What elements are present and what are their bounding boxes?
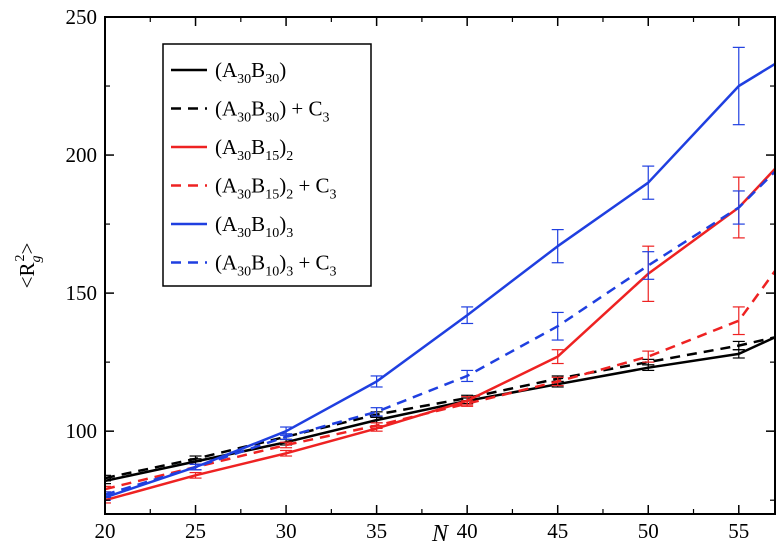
error-bar-s3 — [551, 349, 564, 365]
error-bar-s5 — [732, 46, 745, 126]
x-axis-label: N — [431, 521, 450, 544]
y-axis-label-main: <R — [15, 262, 39, 288]
series-s6 — [105, 170, 775, 499]
error-bar-s2 — [732, 340, 745, 351]
series-line-s4 — [105, 270, 775, 491]
x-tick-label: 30 — [276, 519, 297, 543]
legend: (A30B30) (A30B30) + C3 (A30B15)2 (A30B15)2 … — [162, 43, 372, 287]
error-bar-s6 — [732, 190, 745, 225]
legend-label-s1: (A30B30) — [215, 58, 286, 87]
series-layer — [105, 46, 775, 504]
legend-label-s6: (A30B10)3 + C3 — [215, 251, 337, 280]
error-bar-s3 — [189, 471, 202, 479]
ticks-layer: 20 25 30 35 40 45 50 55 100 150 200 250 — [66, 5, 775, 543]
error-bar-s4 — [461, 400, 474, 407]
y-tick-label: 150 — [66, 281, 98, 305]
series-s5 — [105, 46, 775, 501]
y-tick-label: 200 — [66, 143, 98, 167]
error-bar-s6 — [189, 463, 202, 471]
y-axis-label-sup: 2 — [13, 254, 28, 261]
error-bar-s6 — [551, 311, 564, 341]
error-bar-s6 — [370, 407, 383, 417]
error-bar-s5 — [551, 229, 564, 264]
series-line-s2 — [105, 336, 775, 480]
error-bar-s4 — [370, 422, 383, 430]
error-bar-s5 — [370, 375, 383, 388]
x-tick-label: 45 — [547, 519, 568, 543]
y-axis-label-close: > — [15, 243, 39, 255]
y-axis-label: <Rg2> — [13, 243, 44, 289]
error-bar-s4 — [280, 441, 293, 449]
y-tick-label: 100 — [66, 419, 98, 443]
x-tick-label: 20 — [95, 519, 116, 543]
x-tick-label: 50 — [638, 519, 659, 543]
error-bar-s6 — [642, 251, 655, 280]
error-bar-s6 — [461, 369, 474, 383]
legend-label-s3: (A30B15)2 — [215, 135, 293, 164]
plot-frame — [104, 16, 776, 515]
error-bar-s2 — [189, 455, 202, 463]
error-bar-s5 — [461, 306, 474, 325]
x-tick-label: 55 — [728, 519, 749, 543]
error-bar-s2 — [105, 474, 111, 482]
error-bar-s6 — [280, 433, 293, 441]
error-bar-s4 — [732, 306, 745, 336]
error-bar-s6 — [105, 491, 111, 499]
legend-label-s4: (A30B15)2 + C3 — [215, 174, 337, 203]
error-bar-s3 — [280, 449, 293, 457]
error-bar-s4 — [642, 350, 655, 363]
x-tick-label: 35 — [366, 519, 387, 543]
legend-box — [162, 43, 372, 287]
y-tick-label: 250 — [66, 5, 98, 29]
legend-label-s2: (A30B30) + C3 — [215, 97, 330, 126]
error-bar-s5 — [642, 165, 655, 200]
x-tick-label: 40 — [457, 519, 478, 543]
x-tick-label: 25 — [185, 519, 206, 543]
legend-label-s5: (A30B10)3 — [215, 212, 293, 241]
error-bar-s4 — [551, 376, 564, 387]
y-axis-label-sub: g — [29, 255, 44, 262]
